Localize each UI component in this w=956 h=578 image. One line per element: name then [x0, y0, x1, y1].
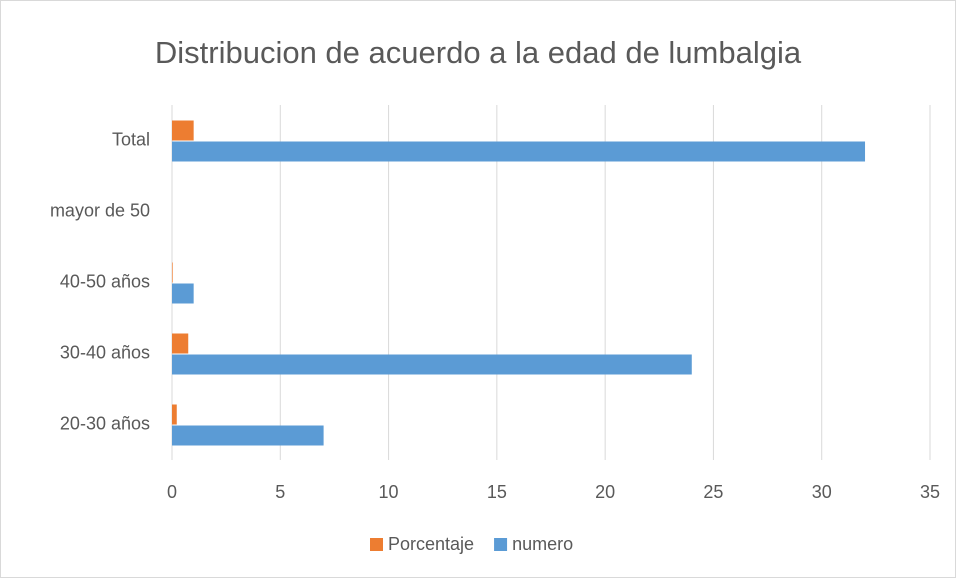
- legend-swatch: [494, 538, 508, 551]
- bar: [172, 283, 194, 304]
- y-tick-label: 30-40 años: [60, 342, 150, 362]
- bar: [172, 333, 189, 354]
- y-tick-label: 40-50 años: [60, 271, 150, 291]
- legend-swatch: [370, 538, 383, 551]
- y-tick-label: 20-30 años: [60, 413, 150, 433]
- bar: [172, 404, 177, 425]
- chart-title: Distribucion de acuerdo a la edad de lum…: [155, 35, 802, 70]
- bar: [172, 354, 692, 375]
- bar: [172, 262, 173, 283]
- x-tick-label: 10: [379, 482, 399, 502]
- bar: [172, 141, 866, 162]
- x-tick-label: 25: [703, 482, 723, 502]
- x-tick-label: 15: [487, 482, 507, 502]
- x-tick-label: 0: [167, 482, 177, 502]
- x-tick-label: 30: [812, 482, 832, 502]
- legend-label: Porcentaje: [388, 534, 474, 554]
- x-tick-label: 5: [275, 482, 285, 502]
- x-tick-label: 20: [595, 482, 615, 502]
- legend-label: numero: [512, 534, 573, 554]
- y-tick-label: mayor de 50: [50, 200, 150, 220]
- bar: [172, 425, 324, 446]
- x-tick-label: 35: [920, 482, 940, 502]
- y-tick-label: Total: [112, 129, 150, 149]
- bar: [172, 120, 194, 141]
